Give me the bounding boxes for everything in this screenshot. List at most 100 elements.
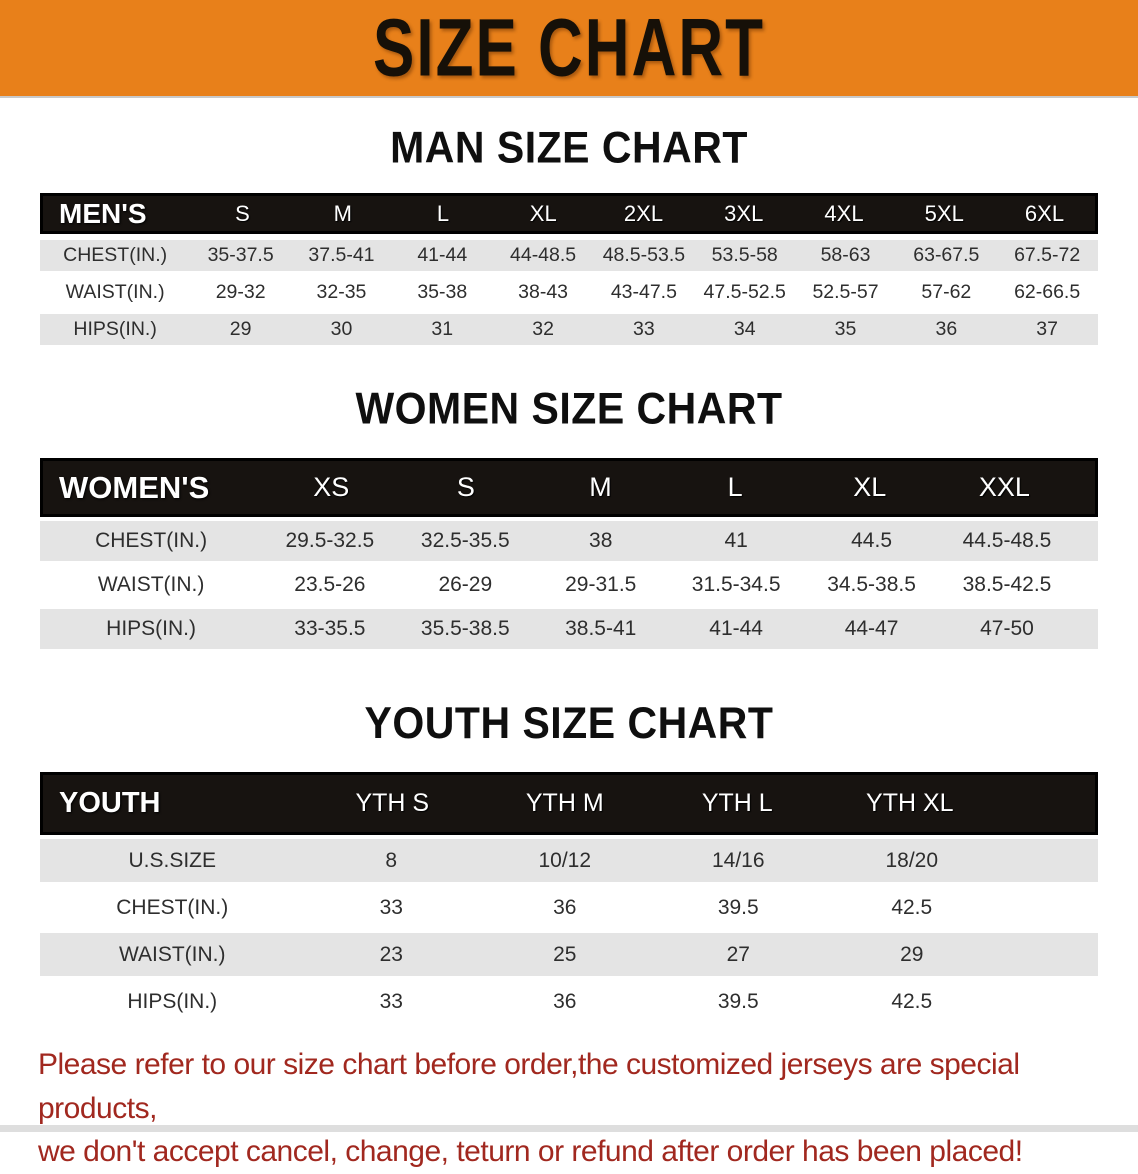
cell-value: 63-67.5 xyxy=(913,244,980,266)
cell-value: 35-38 xyxy=(417,281,468,303)
column-header: YTH XL xyxy=(866,789,954,817)
men-section-title: MAN SIZE CHART xyxy=(390,122,748,173)
table-row: HIPS(IN.) 33 36 39.5 42.5 xyxy=(40,980,1098,1023)
cell-value: 34 xyxy=(733,318,756,340)
table-row: CHEST(IN.) 29.5-32.5 32.5-35.5 38 41 44.5 44.5… xyxy=(40,521,1098,561)
cell-value: 53.5-58 xyxy=(711,244,778,266)
cell-value: 38-43 xyxy=(518,281,569,303)
cell-value: 36 xyxy=(935,318,958,340)
cell-value: 38.5-41 xyxy=(565,617,637,640)
youth-size-table: YOUTH YTH S YTH M YTH L YTH XL U.S.SIZE 8 10/12… xyxy=(40,772,1098,1023)
cell-value: 52.5-57 xyxy=(812,281,879,303)
cell-value: 35-37.5 xyxy=(207,244,274,266)
cell-value: 44-48.5 xyxy=(510,244,577,266)
cell-value: 34.5-38.5 xyxy=(827,573,916,596)
cell-value: 32-35 xyxy=(316,281,367,303)
table-corner-label: YOUTH xyxy=(59,787,161,819)
banner: SIZE CHART xyxy=(0,0,1138,96)
cell-value: 33-35.5 xyxy=(294,617,366,640)
column-header: 5XL xyxy=(924,200,964,226)
column-header: 4XL xyxy=(824,200,864,226)
row-label: HIPS(IN.) xyxy=(106,617,196,640)
cell-value: 8 xyxy=(385,848,398,872)
cell-value: 35.5-38.5 xyxy=(420,617,510,640)
men-size-table: MEN'S S M L XL 2XL 3XL 4XL 5XL 6XL CHEST(IN.) 35-37… xyxy=(40,193,1098,345)
column-header: 2XL xyxy=(623,200,664,226)
cell-value: 32 xyxy=(532,318,554,340)
column-header: YTH L xyxy=(701,789,773,817)
table-row: WAIST(IN.) 29-32 32-35 35-38 38-43 43-47.5 47.… xyxy=(40,277,1098,308)
column-header: YTH M xyxy=(525,789,604,817)
cell-value: 47.5-52.5 xyxy=(703,281,786,303)
column-header: L xyxy=(727,472,743,502)
cell-value: 39.5 xyxy=(717,895,759,919)
cell-value: 29.5-32.5 xyxy=(285,529,375,552)
cell-value: 47-50 xyxy=(980,617,1034,640)
cell-value: 26-29 xyxy=(438,573,493,596)
row-label: HIPS(IN.) xyxy=(127,989,218,1013)
table-header-row: YOUTH YTH S YTH M YTH L YTH XL xyxy=(40,772,1098,835)
table-row: WAIST(IN.) 23.5-26 26-29 29-31.5 31.5-34.5 34… xyxy=(40,565,1098,605)
women-section-title: WOMEN SIZE CHART xyxy=(355,383,783,434)
cell-value: 57-62 xyxy=(921,281,972,303)
cell-value: 29-32 xyxy=(215,281,266,303)
cell-value: 31.5-34.5 xyxy=(691,573,781,596)
cell-value: 27 xyxy=(726,942,750,966)
cell-value: 62-66.5 xyxy=(1014,281,1081,303)
table-row: WAIST(IN.) 23 25 27 29 xyxy=(40,933,1098,976)
column-header: YTH S xyxy=(355,789,430,817)
cell-value: 44-47 xyxy=(844,617,899,640)
cell-value: 23 xyxy=(379,942,403,966)
table-row: CHEST(IN.) 33 36 39.5 42.5 xyxy=(40,886,1098,929)
column-header: M xyxy=(333,200,352,226)
row-label: WAIST(IN.) xyxy=(97,573,205,596)
column-header: S xyxy=(456,472,475,502)
cell-value: 33 xyxy=(379,895,403,919)
table-corner-label: WOMEN'S xyxy=(59,469,210,505)
table-row: CHEST(IN.) 35-37.5 37.5-41 41-44 44-48.5 48.5… xyxy=(40,240,1098,271)
page-title: SIZE CHART xyxy=(373,2,765,94)
cell-value: 41-44 xyxy=(417,244,468,266)
cell-value: 41-44 xyxy=(709,617,763,640)
youth-section-title: YOUTH SIZE CHART xyxy=(364,698,774,748)
cell-value: 37 xyxy=(1036,318,1058,340)
bottom-strip xyxy=(0,1125,1138,1132)
table-row: HIPS(IN.) 33-35.5 35.5-38.5 38.5-41 41-44 44-… xyxy=(40,609,1098,649)
cell-value: 48.5-53.5 xyxy=(602,244,686,266)
row-label: CHEST(IN.) xyxy=(63,244,168,266)
row-label: WAIST(IN.) xyxy=(118,942,226,966)
cell-value: 33 xyxy=(633,318,655,340)
column-header: XL xyxy=(853,472,887,502)
cell-value: 18/20 xyxy=(885,848,939,872)
cell-value: 30 xyxy=(330,318,353,340)
cell-value: 41 xyxy=(724,529,748,552)
cell-value: 14/16 xyxy=(711,848,765,872)
column-header: XL xyxy=(529,200,557,226)
cell-value: 29 xyxy=(229,318,252,340)
cell-value: 31 xyxy=(431,318,454,340)
cell-value: 37.5-41 xyxy=(308,244,375,266)
row-label: CHEST(IN.) xyxy=(95,529,208,552)
cell-value: 43-47.5 xyxy=(610,281,677,303)
row-label: WAIST(IN.) xyxy=(65,281,165,303)
cell-value: 36 xyxy=(553,989,577,1013)
column-header: XXL xyxy=(978,472,1030,502)
table-header-row: WOMEN'S XS S M L XL XXL xyxy=(40,458,1098,517)
cell-value: 23.5-26 xyxy=(294,573,366,596)
column-header: M xyxy=(589,472,612,502)
column-header: S xyxy=(235,200,250,226)
cell-value: 42.5 xyxy=(891,989,933,1013)
cell-value: 29-31.5 xyxy=(565,573,637,596)
women-size-table: WOMEN'S XS S M L XL XXL CHEST(IN.) 29.5-32.5 32.5… xyxy=(40,458,1098,649)
cell-value: 33 xyxy=(379,989,403,1013)
cell-value: 44.5 xyxy=(851,529,892,552)
cell-value: 25 xyxy=(553,942,577,966)
disclaimer-text: Please refer to our size chart before or… xyxy=(38,1043,1100,1174)
disclaimer-line-1: Please refer to our size chart before or… xyxy=(38,1048,1020,1125)
cell-value: 39.5 xyxy=(717,989,759,1013)
cell-value: 32.5-35.5 xyxy=(420,529,510,552)
cell-value: 38.5-42.5 xyxy=(962,573,1052,596)
cell-value: 36 xyxy=(553,895,577,919)
table-corner-label: MEN'S xyxy=(59,197,147,229)
